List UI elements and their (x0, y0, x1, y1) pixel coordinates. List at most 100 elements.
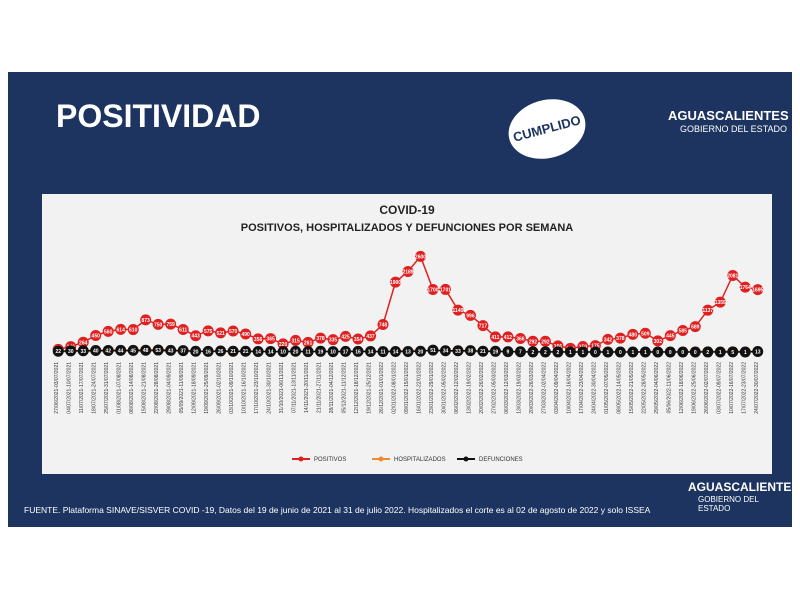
point (102, 344, 114, 356)
point (90, 345, 102, 357)
point (639, 327, 651, 339)
point (340, 330, 352, 342)
data-label: 1764 (740, 285, 751, 291)
point (727, 346, 739, 358)
x-tick-label: 19/06/2022-25/06/2022 (691, 362, 697, 414)
point (327, 346, 339, 358)
x-tick-label: 26/09/2021-02/10/2021 (217, 362, 223, 414)
point (290, 334, 302, 346)
point (627, 346, 639, 358)
data-label: 1700 (427, 287, 438, 293)
point (614, 332, 626, 344)
x-tick-label: 21/11/2021-27/11/2021 (317, 362, 323, 413)
point (340, 345, 352, 357)
x-tick-label: 27/02/2022-05/03/2022 (491, 362, 497, 414)
badge: CUMPLIDO al 100 (501, 90, 593, 196)
point (315, 345, 327, 357)
point (265, 345, 277, 357)
data-label: 19 (318, 349, 324, 355)
data-label: 366 (516, 337, 525, 343)
point (614, 346, 626, 358)
x-tick-label: 27/06/2021-03/07/2021 (54, 362, 60, 414)
x-tick-label: 30/01/2022-05/02/2022 (441, 362, 447, 414)
point (714, 296, 726, 308)
point (702, 304, 714, 316)
data-label: 16 (205, 349, 211, 355)
data-label: 2600 (415, 254, 426, 260)
data-label: 2 (706, 350, 709, 356)
point (602, 333, 614, 345)
point (152, 344, 164, 356)
x-tick-label: 04/07/2021-10/07/2021 (67, 362, 73, 414)
point (227, 345, 239, 357)
x-tick-label: 05/09/2021-11/09/2021 (179, 362, 185, 414)
data-label: 37 (180, 349, 186, 355)
page-title: POSITIVIDAD (56, 98, 261, 134)
data-label: 292 (541, 339, 550, 345)
data-label: 0 (594, 350, 597, 356)
x-tick-label: 25/07/2021-31/07/2021 (104, 362, 110, 414)
point (539, 335, 551, 347)
data-label: 53 (155, 348, 161, 354)
point (202, 345, 214, 357)
x-tick-label: 10/04/2022-16/04/2022 (566, 362, 572, 414)
point (215, 327, 227, 339)
x-tick-label: 03/04/2022-09/04/2022 (554, 362, 560, 414)
point (252, 345, 264, 357)
point (377, 346, 389, 358)
point (165, 344, 177, 356)
point (502, 346, 514, 358)
point (365, 330, 377, 342)
point (102, 325, 114, 337)
point (489, 345, 501, 357)
point (165, 318, 177, 330)
data-label: 750 (154, 322, 163, 328)
state-name: AGUASCALIENTES (668, 108, 789, 123)
data-label: 20 (293, 349, 299, 355)
point (464, 309, 476, 321)
x-tick-label: 08/05/2022-14/05/2022 (616, 362, 622, 414)
point (527, 335, 539, 347)
point (514, 333, 526, 345)
data-label: 425 (341, 334, 350, 340)
point (65, 345, 77, 357)
data-label: 292 (529, 339, 538, 345)
data-label: 610 (129, 328, 138, 334)
data-label: 445 (666, 334, 675, 340)
data-label: 342 (604, 337, 613, 343)
point (564, 346, 576, 358)
data-label: 7 (519, 350, 522, 356)
data-label: 378 (616, 336, 625, 342)
x-tick-label: 11/07/2021-17/07/2021 (79, 362, 85, 414)
x-tick-label: 17/07/2022-23/07/2022 (741, 362, 747, 414)
point (77, 336, 89, 348)
data-label: 354 (354, 337, 363, 343)
point (527, 346, 539, 358)
data-label: 261 (304, 340, 313, 346)
point (452, 345, 464, 357)
data-label: 1355 (715, 300, 726, 306)
point (252, 333, 264, 345)
point (327, 334, 339, 346)
point (577, 346, 589, 358)
legend-swatch (378, 456, 384, 462)
data-label: 17 (343, 349, 349, 355)
x-tick-label: 29/08/2021-04/09/2021 (167, 362, 173, 414)
x-tick-label: 22/08/2021-28/08/2021 (154, 362, 160, 414)
data-label: 45 (130, 348, 136, 354)
x-tick-label: 29/05/2022-04/06/2022 (654, 362, 660, 414)
data-label: 996 (466, 313, 475, 319)
x-tick-label: 03/07/2022-09/07/2022 (716, 362, 722, 414)
point (140, 314, 152, 326)
data-label: 10 (280, 350, 286, 356)
x-tick-label: 01/08/2021-07/08/2021 (117, 362, 123, 414)
x-tick-label: 17/10/2021-23/10/2021 (254, 362, 260, 414)
x-tick-label: 24/10/2021-30/10/2021 (267, 362, 273, 414)
data-label: 365 (266, 337, 275, 343)
data-label: 14 (255, 349, 261, 355)
data-label: 450 (92, 333, 101, 339)
data-label: 2081 (727, 273, 738, 279)
point (302, 346, 314, 358)
point (602, 346, 614, 358)
point (402, 265, 414, 277)
